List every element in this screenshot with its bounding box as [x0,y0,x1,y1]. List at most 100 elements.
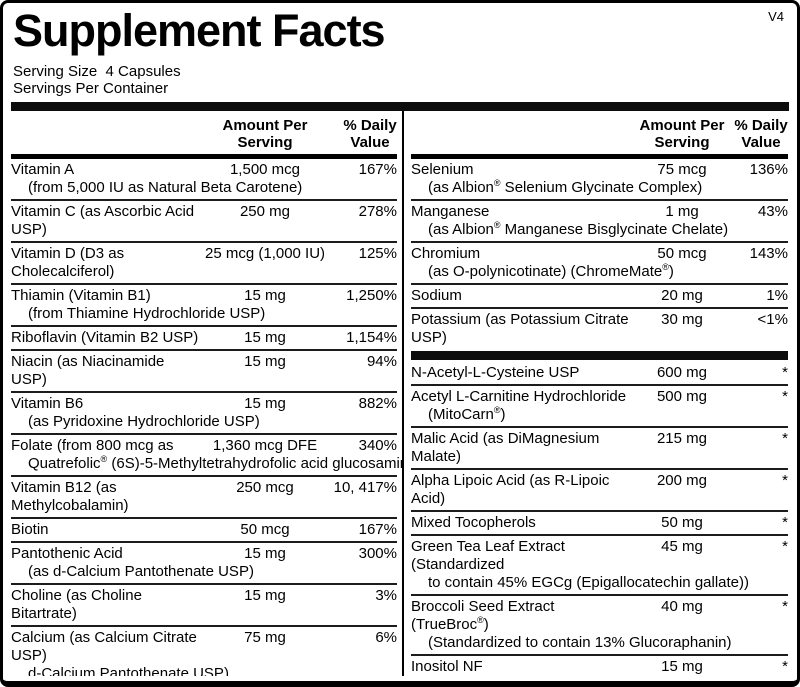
nutrient-name: Green Tea Leaf Extract (Standardized [411,537,565,573]
table-row: Broccoli Seed Extract (TrueBroc®) 40 mg * (… [411,593,788,654]
daily-value: 1,250% [346,286,397,304]
daily-value: 167% [358,520,397,538]
daily-value: * [782,429,788,447]
amount-value: 75 mcg [657,160,707,178]
table-row: Vitamin B12 (as Methylcobalamin) 250 mcg 1… [11,474,397,517]
amount-value: 1,500 mcg [229,160,301,178]
amount-value: 1,360 mcg DFE [212,436,318,454]
nutrient-name: Choline (as Choline Bitartrate) [11,586,142,622]
nutrient-name: Niacin (as Niacinamide USP) [11,352,165,388]
daily-value: 94% [366,352,397,370]
nutrient-name: Broccoli Seed Extract (TrueBroc®) [411,597,555,633]
nutrient-name: Chromium [411,244,481,262]
nutrient-name: Mixed Tocopherols [411,513,536,531]
table-row: Niacin (as Niacinamide USP) 15 mg 94% [11,348,397,391]
daily-value: * [782,597,788,615]
amount-value: 50 mcg [240,520,290,538]
nutrient-source-subline: (from 5,000 IU as Natural Beta Carotene) [28,178,303,196]
daily-value: * [782,387,788,405]
daily-value: 125% [358,244,397,262]
amount-value: 75 mg [244,628,286,646]
amount-value: 215 mg [656,429,708,447]
nutrient-source-subline: (as O-polynicotinate) (ChromeMate®) [428,261,674,280]
daily-value: 882% [358,394,397,412]
amount-value: 200 mg [656,471,708,489]
daily-value: * [782,363,788,381]
amount-value: 40 mg [661,597,703,615]
label-header: Supplement Facts Serving Size 4 Capsules… [3,3,797,97]
daily-value: 6% [375,628,397,646]
daily-value: 1,154% [346,328,397,346]
daily-value-header-text: % Daily Value [343,116,397,151]
serving-size-text: Serving Size 4 Capsules [13,62,181,80]
daily-value: 143% [749,244,788,262]
daily-value: 43% [757,202,788,220]
header-divider-bar [11,101,789,111]
table-row: Vitamin D (D3 as Cholecalciferol) 25 mcg … [11,240,397,283]
nutrient-name: Vitamin B6 [11,394,84,412]
table-row: Sodium 20 mg 1% [411,282,788,307]
nutrient-name: Malic Acid (as DiMagnesium Malate) [411,429,600,465]
nutrient-name: Selenium [411,160,474,178]
nutrient-name: Thiamin (Vitamin B1) [11,286,151,304]
daily-value: 136% [749,160,788,178]
nutrient-name: Calcium (as Calcium Citrate USP) [11,628,197,664]
nutrient-name: Biotin [11,520,49,538]
nutrient-name: Manganese [411,202,490,220]
nutrient-source-subline: d-Calcium Pantothenate USP) [28,664,229,676]
nutrient-name: Vitamin B12 (as Methylcobalamin) [11,478,129,514]
daily-value: 278% [358,202,397,220]
nutrient-name: Vitamin C (as Ascorbic Acid USP) [11,202,195,238]
nutrient-rows-left: Vitamin A 1,500 mcg 167% (from 5,000 IU as … [11,159,402,676]
table-row: Pantothenic Acid 15 mg 300% (as d-Calcium P… [11,540,397,583]
amount-value: 15 mg [244,328,286,346]
nutrient-source-subline: (from Thiamine Hydrochloride USP) [28,304,266,322]
nutrient-source-subline: (as Albion® Manganese Bisglycinate Chela… [428,219,729,238]
amount-value: 25 mcg (1,000 IU) [205,244,326,262]
column-header-right: Amount Per Serving % Daily Value [411,111,788,159]
nutrient-source-subline: (Standardized to contain 13% Glucoraphan… [428,633,732,651]
daily-value: 340% [358,436,397,454]
amount-value: 250 mcg [236,478,294,496]
nutrient-name: Sodium [411,286,462,304]
daily-value: 10, 417% [333,478,397,496]
column-header-left: Amount Per Serving % Daily Value [11,111,397,159]
nutrient-source-subline: (as d-Calcium Pantothenate USP) [28,562,254,580]
daily-value-header: % Daily Value [325,117,397,151]
nutrient-name: N-Acetyl-L-Cysteine USP [411,363,580,381]
daily-value-header: % Daily Value [730,117,788,151]
amount-value: 45 mg [661,537,703,555]
amount-value: 15 mg [244,544,286,562]
servings-per-container-text: Servings Per Container [13,79,169,97]
amount-value: 50 mcg [657,244,707,262]
table-row: Riboflavin (Vitamin B2 USP) 15 mg 1,154% [11,324,397,349]
daily-value: * [782,471,788,489]
amount-value: 15 mg [244,586,286,604]
table-row: Biotin 50 mcg 167% [11,516,397,541]
amount-value: 15 mg [244,286,286,304]
nutrient-source-subline: (as Pyridoxine Hydrochloride USP) [28,412,260,430]
amount-per-serving-header: Amount Per Serving [205,117,325,151]
nutrient-name: Vitamin A [11,160,75,178]
nutrient-source-subline: to contain 45% EGCg (Epigallocatechin ga… [428,573,750,591]
nutrient-name: Folate (from 800 mcg as [11,436,174,454]
nutrient-source-subline: Quatrefolic® (6S)-5-Methyltetrahydrofoli… [28,453,402,472]
nutrient-name: Pantothenic Acid [11,544,123,562]
nutrient-name: Acetyl L-Carnitine Hydrochloride [411,387,627,405]
nutrient-name: Riboflavin (Vitamin B2 USP) [11,328,199,346]
daily-value: * [782,537,788,555]
daily-value: 300% [358,544,397,562]
amount-header-text: Amount Per Serving [222,116,308,151]
section-divider-bar [411,350,788,360]
table-row: Vitamin A 1,500 mcg 167% (from 5,000 IU as … [11,159,397,199]
page-title: Supplement Facts [13,5,386,56]
table-row: Chromium 50 mcg 143% (as O-polynicotinate) … [411,240,788,283]
table-row: Green Tea Leaf Extract (Standardized 45 m… [411,533,788,594]
table-row: Vitamin B6 15 mg 882% (as Pyridoxine Hydroc… [11,390,397,433]
table-row: Malic Acid (as DiMagnesium Malate) 215 mg… [411,425,788,468]
table-row: Choline (as Choline Bitartrate) 15 mg 3% [11,582,397,625]
table-row: Selenium 75 mcg 136% (as Albion® Selenium G… [411,159,788,199]
amount-value: 250 mg [239,202,291,220]
amount-value: 20 mg [661,286,703,304]
